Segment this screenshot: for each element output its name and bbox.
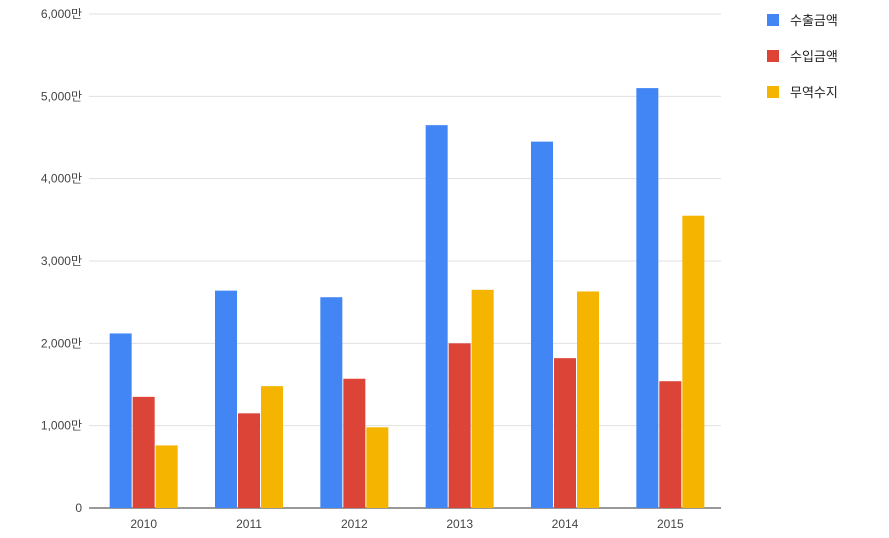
bar-수출금액-2015 xyxy=(636,88,659,508)
bar-수출금액-2010 xyxy=(109,333,132,508)
x-tick-label: 2015 xyxy=(657,517,684,531)
bar-수출금액-2012 xyxy=(320,297,343,508)
bar-수출금액-2014 xyxy=(531,141,553,508)
x-tick-label: 2010 xyxy=(130,517,157,531)
bar-무역수지-2015 xyxy=(682,215,705,508)
legend-label: 무역수지 xyxy=(790,85,838,100)
bar-무역수지-2010 xyxy=(155,445,178,508)
y-tick-label: 4,000만 xyxy=(41,172,82,186)
bar-무역수지-2012 xyxy=(366,427,389,508)
bar-수입금액-2015 xyxy=(659,381,682,508)
bar-수입금액-2012 xyxy=(343,378,366,508)
bar-수출금액-2013 xyxy=(425,125,448,509)
bar-수출금액-2011 xyxy=(215,290,237,508)
bar-수입금액-2010 xyxy=(132,396,155,508)
x-axis-ticks: 2010 2011 2012 2013 2014 2015 xyxy=(130,517,684,531)
y-axis-ticks: 0 1,000만 2,000만 3,000만 4,000만 5,000만 6,000만 xyxy=(41,7,82,515)
legend-swatch xyxy=(767,50,779,62)
bar-무역수지-2014 xyxy=(577,291,599,508)
legend-swatch xyxy=(767,86,779,98)
legend-label: 수입금액 xyxy=(790,49,838,64)
bar-무역수지-2011 xyxy=(261,386,283,508)
y-tick-label: 2,000만 xyxy=(41,336,82,350)
bar-수입금액-2011 xyxy=(238,413,260,508)
legend-swatch xyxy=(767,14,779,26)
bars xyxy=(109,88,705,509)
bar-무역수지-2013 xyxy=(471,289,494,508)
y-tick-label: 1,000만 xyxy=(41,419,82,433)
x-tick-label: 2013 xyxy=(446,517,473,531)
y-tick-label: 3,000만 xyxy=(41,254,82,268)
bar-수입금액-2014 xyxy=(554,358,576,508)
y-tick-label: 5,000만 xyxy=(41,89,82,103)
y-tick-label: 6,000만 xyxy=(41,7,82,21)
bar-수입금액-2013 xyxy=(448,343,471,508)
x-tick-label: 2014 xyxy=(552,517,579,531)
gridlines xyxy=(89,13,721,509)
x-tick-label: 2012 xyxy=(341,517,368,531)
y-tick-label: 0 xyxy=(75,501,82,515)
x-tick-label: 2011 xyxy=(236,517,262,531)
legend-label: 수출금액 xyxy=(790,13,838,28)
